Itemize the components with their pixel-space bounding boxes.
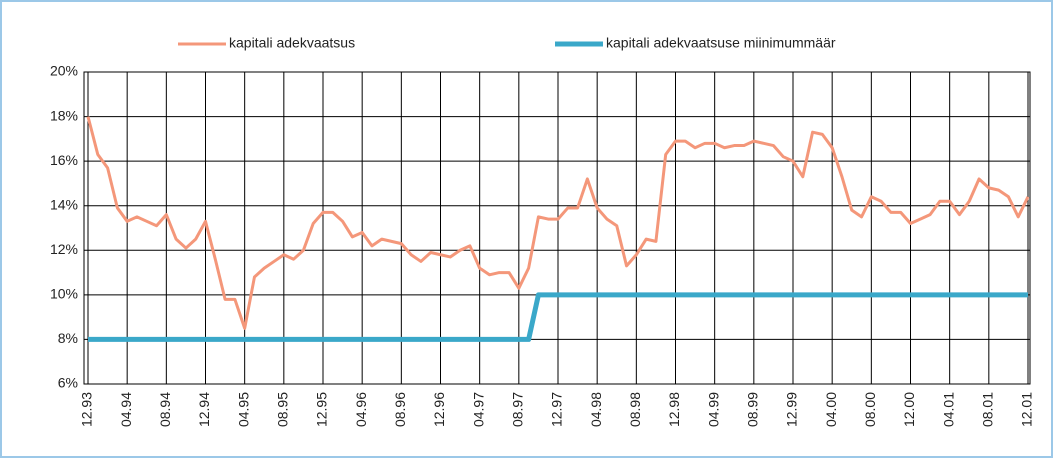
x-tick-label: 04.99	[705, 392, 721, 427]
y-tick-label: 12%	[50, 241, 78, 257]
series-line	[86, 116, 1030, 330]
x-tick-label: 12.93	[79, 392, 95, 427]
x-tick-label: 08.94	[157, 392, 173, 427]
x-tick-label: 12.00	[901, 392, 917, 427]
x-tick-label: 04.00	[823, 392, 839, 427]
x-tick-label: 08.00	[862, 392, 878, 427]
x-tick-label: 12.95	[314, 392, 330, 427]
x-tick-label: 08.95	[275, 392, 291, 427]
y-tick-label: 10%	[50, 286, 78, 302]
legend-label: kapitali adekvaatsuse miinimummäär	[606, 35, 836, 51]
x-tick-label: 08.01	[980, 392, 996, 427]
x-tick-label: 04.95	[235, 392, 251, 427]
y-tick-label: 20%	[50, 63, 78, 79]
x-tick-label: 08.97	[510, 392, 526, 427]
x-tick-label: 12.97	[549, 392, 565, 427]
x-tick-label: 12.01	[1019, 392, 1035, 427]
legend-label: kapitali adekvaatsus	[229, 35, 355, 51]
x-tick-label: 12.96	[431, 392, 447, 427]
x-tick-label: 04.96	[353, 392, 369, 427]
y-tick-label: 8%	[58, 330, 78, 346]
x-tick-label: 04.01	[940, 392, 956, 427]
x-tick-label: 08.98	[627, 392, 643, 427]
x-tick-label: 12.94	[196, 392, 212, 427]
x-tick-label: 04.94	[118, 392, 134, 427]
series-line	[88, 292, 1028, 342]
y-tick-label: 6%	[58, 375, 78, 391]
x-tick-label: 08.99	[745, 392, 761, 427]
x-tick-label: 04.98	[588, 392, 604, 427]
x-tick-label: 08.96	[392, 392, 408, 427]
x-tick-label: 12.99	[784, 392, 800, 427]
x-tick-label: 12.98	[666, 392, 682, 427]
x-tick-label: 04.97	[470, 392, 486, 427]
y-tick-label: 16%	[50, 152, 78, 168]
y-tick-label: 18%	[50, 107, 78, 123]
y-tick-label: 14%	[50, 196, 78, 212]
